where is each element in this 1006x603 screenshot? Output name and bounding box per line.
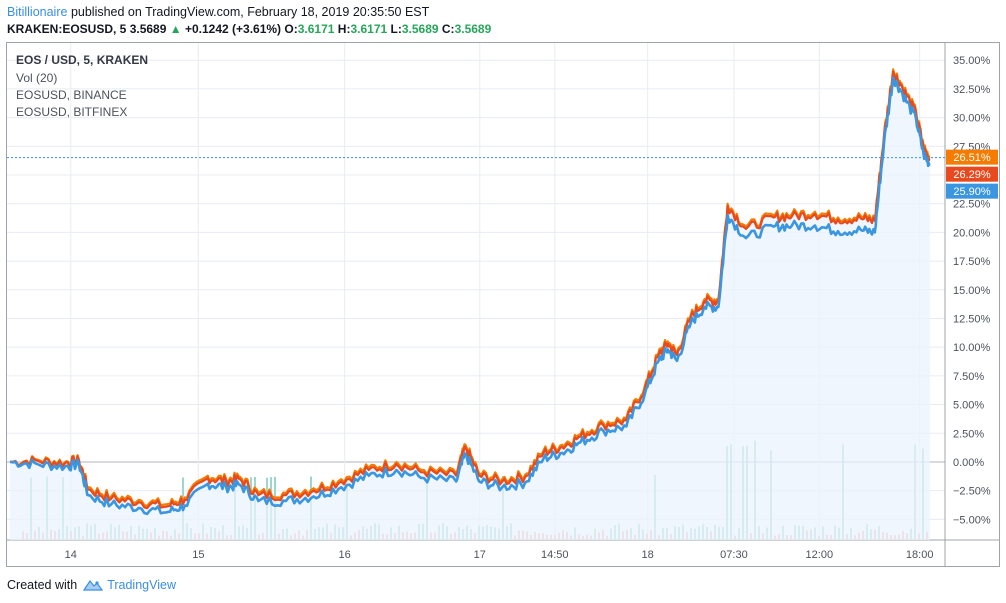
low-value: 3.5689 — [401, 22, 439, 36]
open-label: O: — [284, 22, 298, 36]
legend-binance[interactable]: EOSUSD, BINANCE — [16, 88, 127, 102]
publish-text: published on TradingView.com, February 1… — [70, 5, 430, 19]
symbol-label: KRAKEN:EOSUSD, 5 — [7, 22, 127, 36]
last-value-label: 25.90% — [953, 186, 991, 198]
x-tick-label: 07:30 — [720, 549, 748, 561]
y-tick-label: 35.00% — [953, 55, 991, 67]
last-price: 3.5689 — [129, 22, 167, 36]
x-tick-label: 14 — [65, 549, 77, 561]
author-name[interactable]: Bitillionaire — [7, 5, 68, 19]
last-value-badge — [946, 183, 998, 199]
last-value-badge — [946, 149, 998, 165]
change-arrow-icon: ▲ — [169, 22, 182, 36]
footer: Created with TradingView — [7, 578, 176, 592]
area-fill — [10, 69, 930, 541]
y-tick-label: 30.00% — [953, 113, 991, 125]
tradingview-brand[interactable]: TradingView — [107, 578, 176, 592]
x-tick-label: 14:50 — [541, 549, 569, 561]
created-with-text: Created with — [7, 578, 78, 592]
y-tick-label: 20.00% — [953, 227, 991, 239]
y-tick-label: 7.50% — [953, 371, 984, 383]
y-tick-label: 32.50% — [953, 84, 991, 96]
chart-frame[interactable] — [6, 42, 1000, 567]
high-label: H: — [337, 22, 351, 36]
y-tick-label: 10.00% — [953, 342, 991, 354]
series-line-binance — [10, 70, 931, 510]
close-value: 3.5689 — [454, 22, 492, 36]
x-tick-label: 12:00 — [806, 549, 834, 561]
open-value: 3.6171 — [297, 22, 335, 36]
last-value-label: 26.29% — [953, 169, 991, 181]
x-tick-label: 18 — [642, 549, 654, 561]
high-value: 3.6171 — [350, 22, 388, 36]
y-tick-label: 22.50% — [953, 199, 991, 211]
close-label: C: — [441, 22, 455, 36]
symbol-ohlc-bar: KRAKEN:EOSUSD, 5 3.5689 ▲ +0.1242 (+3.61… — [7, 22, 491, 36]
y-tick-label: 12.50% — [953, 313, 991, 325]
low-label: L: — [390, 22, 402, 36]
x-tick-label: 17 — [474, 549, 486, 561]
legend-volume[interactable]: Vol (20) — [16, 71, 58, 85]
x-tick-label: 18:00 — [906, 549, 934, 561]
y-tick-label: 0.00% — [953, 457, 984, 469]
tradingview-logo-icon[interactable] — [83, 578, 104, 592]
legend-main-series[interactable]: EOS / USD, 5, KRAKEN — [16, 53, 149, 67]
y-tick-label: 17.50% — [953, 256, 991, 268]
x-tick-label: 16 — [339, 549, 351, 561]
y-tick-label: 15.00% — [953, 285, 991, 297]
x-tick-label: 15 — [192, 549, 204, 561]
publish-info: Bitillionaire published on TradingView.c… — [7, 5, 429, 19]
series-line-bitfinex — [9, 76, 931, 516]
y-tick-label: −5.00% — [953, 514, 991, 526]
last-value-badge — [946, 166, 998, 182]
legend-bitfinex[interactable]: EOSUSD, BITFINEX — [16, 105, 128, 119]
last-value-label: 26.51% — [953, 152, 991, 164]
y-tick-label: 5.00% — [953, 400, 984, 412]
price-change: +0.1242 (+3.61%) — [184, 22, 282, 36]
y-tick-label: −2.50% — [953, 486, 991, 498]
y-tick-label: 2.50% — [953, 428, 984, 440]
